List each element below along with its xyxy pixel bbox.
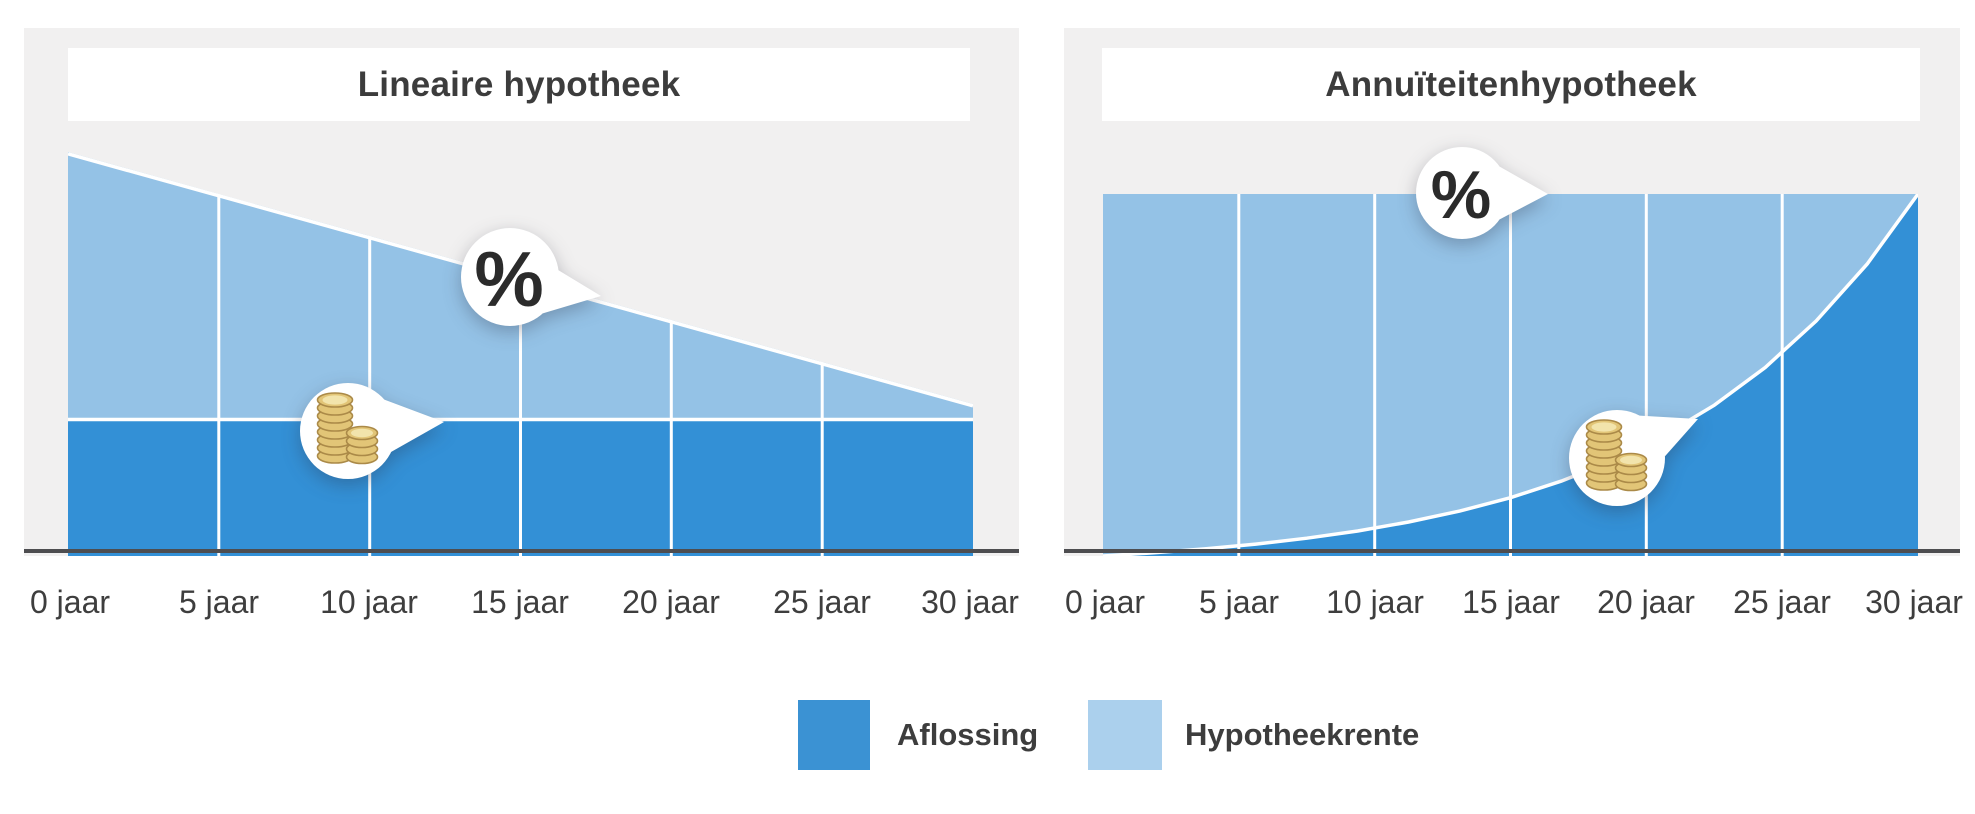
percent-callout-bubble: % [1416,147,1548,239]
area-chart-annuiteitenhypotheek [1103,194,1918,556]
x-tick-label: 5 jaar [178,584,260,620]
aflossing-curve [1103,194,1918,556]
legend-label-aflossing: Aflossing [897,717,1039,752]
percent-symbol: % [1431,157,1491,233]
x-tick-label: 30 jaar [921,584,1019,620]
percent-callout-bubble: % [461,228,601,326]
chart-title-bar: Lineaire hypotheek [68,48,970,121]
x-tick-label: 10 jaar [1326,584,1424,620]
chart-title-bar: Annuïteitenhypotheek [1102,48,1920,121]
legend-label-hypotheekrente: Hypotheekrente [1185,717,1420,752]
x-axis-line [1064,549,1960,553]
aflossing-area [1103,194,1918,556]
legend-swatch-aflossing [798,700,870,770]
x-tick-label: 25 jaar [773,584,871,620]
x-tick-label: 15 jaar [471,584,569,620]
coins-callout-bubble [300,383,444,479]
x-tick-label: 0 jaar [29,584,111,620]
chart-title-lineair: Lineaire hypotheek [357,64,681,104]
x-tick-label: 15 jaar [1462,584,1560,620]
coins-callout-bubble [1569,410,1698,506]
x-tick-label: 0 jaar [1064,584,1146,620]
x-tick-label: 25 jaar [1733,584,1831,620]
x-tick-label: 20 jaar [1597,584,1695,620]
chart-title-annuiteiten: Annuïteitenhypotheek [1325,64,1697,104]
x-axis-line [24,549,1019,553]
x-tick-label: 10 jaar [320,584,418,620]
legend-swatch-hypotheekrente [1088,700,1162,770]
x-tick-label: 5 jaar [1198,584,1280,620]
x-tick-label: 30 jaar [1865,584,1963,620]
x-tick-label: 20 jaar [622,584,720,620]
percent-symbol: % [474,235,543,323]
